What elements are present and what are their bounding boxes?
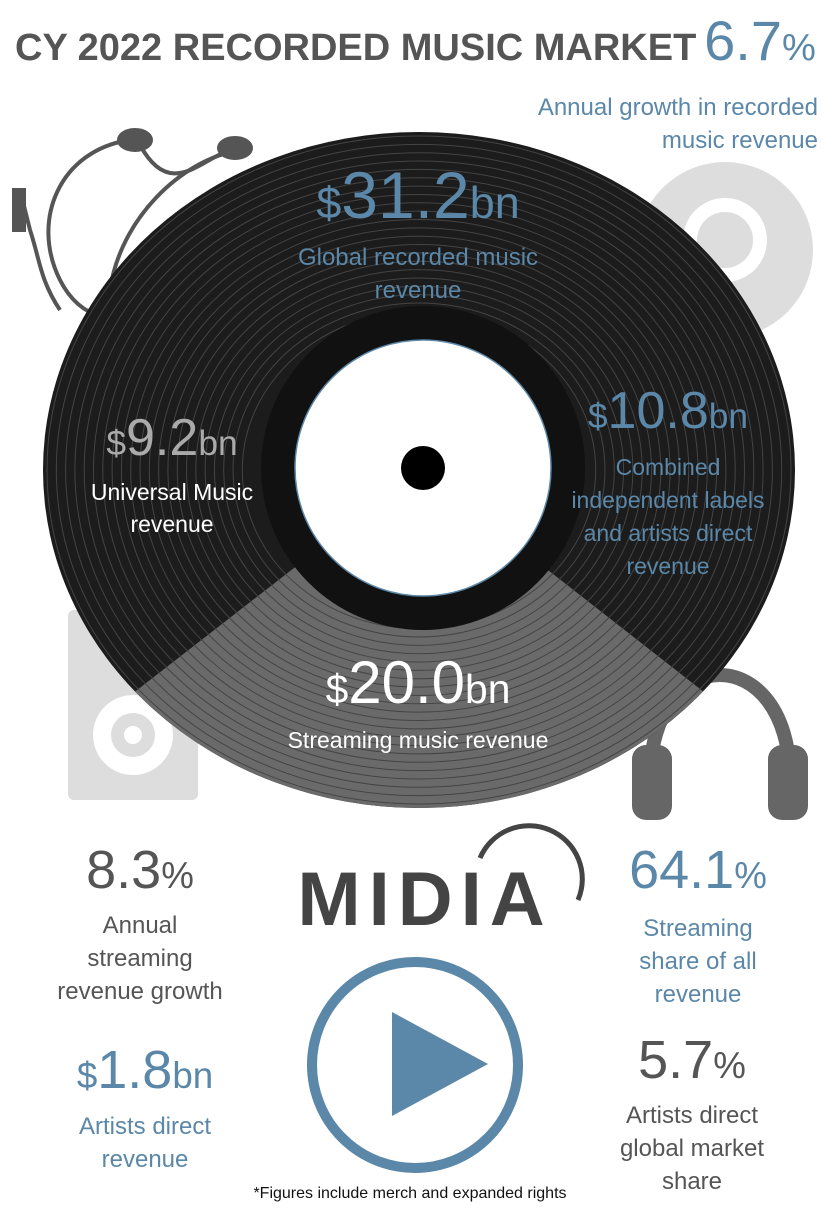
- stat-label: revenue: [102, 1146, 189, 1173]
- stat-value: 64.1%: [629, 840, 767, 900]
- stat-label: share: [662, 1168, 722, 1195]
- stat-label: Annual: [103, 912, 178, 939]
- stat-label: revenue: [626, 553, 709, 579]
- footnote: *Figures include merch and expanded righ…: [253, 1185, 566, 1202]
- stat-value: $20.0bn: [326, 649, 511, 716]
- logo-text: MIDIA: [297, 857, 552, 942]
- logo: MIDIA: [297, 823, 585, 942]
- groove: [74, 160, 764, 780]
- stat-value-prefix: $: [106, 424, 126, 463]
- groove: [223, 294, 615, 646]
- groove: [148, 227, 690, 713]
- stat-value-number: 31.2: [341, 158, 469, 232]
- stat-label: Streaming: [643, 915, 752, 942]
- stat-label: music revenue: [662, 127, 818, 154]
- stat-value: 8.3%: [86, 840, 194, 900]
- title: CY 2022 RECORDED MUSIC MARKET: [15, 27, 696, 69]
- stat-value-prefix: $: [326, 666, 349, 712]
- play-button: [307, 957, 523, 1173]
- stat-label: revenue: [375, 277, 462, 304]
- groove: [83, 168, 755, 772]
- groove: [232, 302, 606, 638]
- stat-label: revenue: [655, 981, 742, 1008]
- groove: [93, 177, 745, 763]
- stat-value-suffix: %: [713, 1045, 746, 1086]
- groove: [213, 285, 625, 655]
- stat-value-suffix: bn: [172, 1055, 213, 1096]
- stat-label: Universal Music: [91, 479, 253, 505]
- groove: [176, 252, 662, 688]
- stat-value-number: 8.3: [86, 840, 161, 900]
- stat-value-number: 6.7: [704, 9, 782, 72]
- stat-value-prefix: $: [316, 177, 341, 228]
- groove: [130, 210, 708, 730]
- stat-value-suffix: bn: [465, 666, 510, 712]
- groove: [55, 143, 783, 797]
- stat-label: Global recorded music: [298, 244, 538, 271]
- groove: [46, 135, 792, 805]
- stat-value: $1.8bn: [77, 1040, 213, 1100]
- stat-value: $10.8bn: [588, 382, 748, 440]
- stat-value-prefix: $: [77, 1055, 97, 1096]
- groove: [167, 244, 671, 696]
- stat-value-suffix: %: [734, 855, 767, 896]
- stat-label: share of all: [639, 948, 756, 975]
- stat-label: revenue: [130, 511, 213, 537]
- groove: [120, 202, 718, 738]
- stat-value-prefix: $: [588, 397, 608, 436]
- stat-label: Annual growth in recorded: [538, 94, 818, 121]
- stat-value-suffix: %: [161, 855, 194, 896]
- stat-label: Streaming music revenue: [288, 727, 549, 753]
- groove: [186, 260, 652, 680]
- groove: [158, 235, 680, 705]
- stat-label: independent labels: [571, 487, 764, 513]
- stat-label: global market: [620, 1135, 764, 1162]
- groove: [204, 277, 634, 663]
- stat-label: revenue growth: [57, 978, 222, 1005]
- stat-label: Artists direct: [626, 1102, 758, 1129]
- stat-value-number: 64.1: [629, 840, 734, 900]
- stat-value-number: 20.0: [348, 649, 465, 716]
- stat-value-suffix: bn: [709, 397, 748, 436]
- stat-value-number: 5.7: [638, 1030, 713, 1090]
- groove: [139, 219, 699, 721]
- stat-value: $9.2bn: [106, 409, 237, 467]
- stat-value: 5.7%: [638, 1030, 746, 1090]
- stat-value-suffix: bn: [470, 177, 520, 228]
- stat-label: and artists direct: [584, 520, 753, 546]
- stat-value-suffix: bn: [198, 424, 237, 463]
- stat-value: $31.2bn: [316, 158, 519, 232]
- stat-label: Combined: [616, 454, 721, 480]
- groove: [111, 193, 727, 747]
- stat-label: Artists direct: [79, 1113, 211, 1140]
- stat-value-number: 9.2: [126, 409, 198, 467]
- stat-value-number: 1.8: [97, 1040, 172, 1100]
- groove: [195, 269, 643, 671]
- stat-value-number: 10.8: [608, 382, 709, 440]
- groove: [102, 185, 736, 755]
- groove: [65, 152, 773, 788]
- stat-value-suffix: %: [782, 27, 816, 69]
- stat-label: streaming: [87, 945, 192, 972]
- stat-value: 6.7%: [704, 9, 816, 72]
